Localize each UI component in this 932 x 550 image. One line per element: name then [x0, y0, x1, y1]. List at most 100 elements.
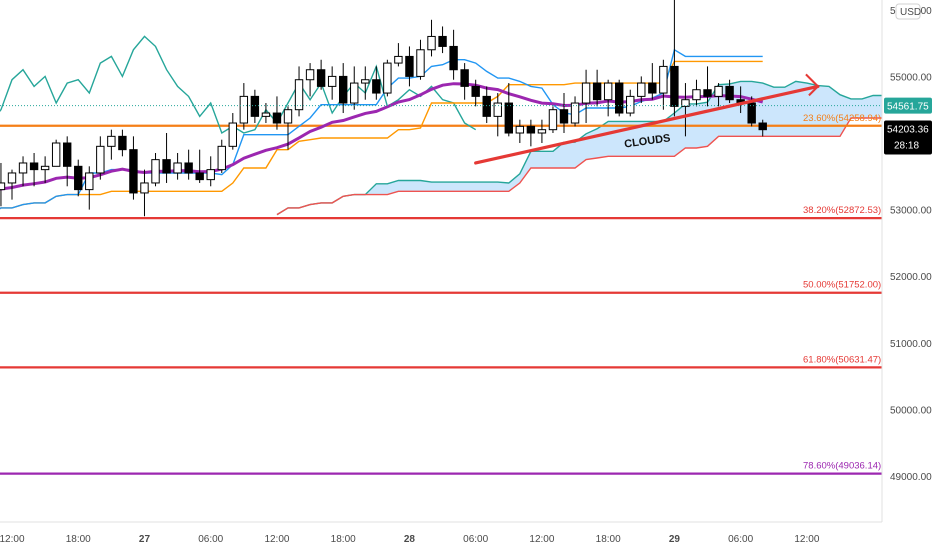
candle-body	[592, 82, 602, 101]
x-tick-label: 12:00	[794, 534, 819, 545]
x-tick-label: 06:00	[728, 534, 753, 545]
candle-body	[603, 82, 613, 101]
candle-body	[526, 125, 536, 134]
candle-body	[626, 95, 635, 114]
currency-badge[interactable]: USD	[895, 3, 921, 20]
candle-body	[339, 75, 348, 104]
candle-body	[449, 45, 458, 71]
x-tick-label: 18:00	[331, 534, 356, 545]
fib-level-label: 50.00%(51752.00)	[803, 280, 881, 291]
candle-body	[758, 122, 767, 131]
x-tick-label: 06:00	[198, 534, 223, 545]
level-price-text: 54561.75	[887, 102, 929, 113]
x-tick-label: 27	[139, 534, 151, 545]
candle-body	[725, 85, 734, 101]
candle-body	[394, 55, 403, 64]
candle-body	[151, 159, 160, 184]
candle-body	[482, 95, 491, 117]
candle-body	[74, 165, 83, 191]
candle-body	[427, 35, 436, 51]
candle-body	[261, 112, 271, 117]
current-price-text: 54203.36	[887, 124, 929, 135]
candle-body	[670, 65, 679, 107]
candle-body	[63, 142, 72, 167]
countdown-text: 28:18	[894, 140, 919, 151]
candle-body	[173, 162, 182, 174]
candle-body	[217, 145, 226, 171]
fib-level-label: 23.60%(54258.94)	[803, 113, 881, 124]
candle-body	[504, 102, 514, 134]
level-price-box	[884, 97, 932, 114]
x-tick-label: 06:00	[463, 534, 488, 545]
candle-body	[361, 79, 370, 84]
current-price-box	[884, 120, 932, 155]
y-tick-label: 51000.00	[890, 339, 932, 350]
candle-body	[615, 82, 624, 114]
candle-body	[372, 79, 381, 94]
chart-plot-area: 0.00%(56500.00)23.60%(54258.94)38.20%(52…	[0, 0, 932, 475]
fib-level-label: 78.60%(49036.14)	[803, 461, 881, 472]
candle-body	[537, 129, 547, 134]
candle-body	[493, 102, 502, 117]
candle-body	[747, 102, 756, 124]
candle-body	[96, 145, 105, 174]
candle-body	[85, 172, 94, 191]
candle-body	[316, 69, 326, 87]
candle-body	[305, 69, 315, 81]
x-tick-label: 28	[404, 534, 416, 545]
candle-body	[162, 159, 171, 174]
candle-body	[184, 162, 193, 174]
y-axis: 57000.0056000.0055000.0054000.0053000.00…	[881, 0, 932, 550]
x-tick-label: 18:00	[596, 534, 621, 545]
candle-body	[29, 162, 39, 171]
y-tick-label: 49000.00	[890, 472, 932, 483]
candle-body	[416, 49, 425, 77]
candle-body	[272, 112, 282, 124]
candle-body	[140, 182, 149, 194]
candle-body	[0, 182, 6, 191]
candle-body	[383, 62, 392, 94]
fib-level-label: 61.80%(50631.47)	[803, 354, 881, 365]
candle-body	[692, 89, 701, 101]
candle-body	[471, 85, 480, 97]
candle-body	[283, 109, 293, 124]
candle-body	[548, 109, 558, 131]
candle-body	[40, 165, 50, 171]
candle-body	[129, 149, 138, 194]
candle-body	[637, 82, 646, 97]
candle-body	[681, 99, 690, 107]
fib-level-label: 38.20%(52872.53)	[803, 205, 881, 216]
candle-body	[250, 95, 260, 117]
candle-body	[350, 82, 359, 104]
candle-body	[327, 75, 337, 87]
y-tick-label: 50000.00	[890, 405, 932, 416]
candle-body	[648, 82, 657, 94]
candle-body	[515, 125, 525, 134]
currency-label: USD	[900, 7, 921, 18]
y-tick-label: 55000.00	[890, 72, 932, 83]
candle-body	[239, 95, 249, 124]
candle-body	[7, 172, 17, 184]
candle-body	[107, 135, 116, 147]
x-tick-label: 12:00	[0, 534, 25, 545]
candle-body	[228, 122, 238, 147]
candle-body	[405, 55, 414, 77]
x-tick-label: 29	[669, 534, 681, 545]
candle-body	[460, 69, 469, 87]
y-tick-label: 53000.00	[890, 206, 932, 217]
x-axis: 12:00 18:00 27 06:00 12:00 18:00 28 06:00 12:00 1…	[0, 521, 882, 545]
candle-body	[195, 172, 204, 181]
candle-body	[581, 82, 591, 104]
candle-body	[294, 79, 304, 111]
candle-body	[118, 135, 127, 151]
trend-arrow-head	[805, 73, 819, 97]
x-tick-label: 12:00	[529, 534, 554, 545]
candle-body	[18, 162, 28, 174]
candle-body	[659, 65, 668, 94]
candle-body	[438, 35, 447, 47]
y-tick-label: 52000.00	[890, 272, 932, 283]
candle-body	[714, 85, 723, 97]
candle-body	[559, 109, 569, 124]
candle-body	[570, 102, 580, 124]
